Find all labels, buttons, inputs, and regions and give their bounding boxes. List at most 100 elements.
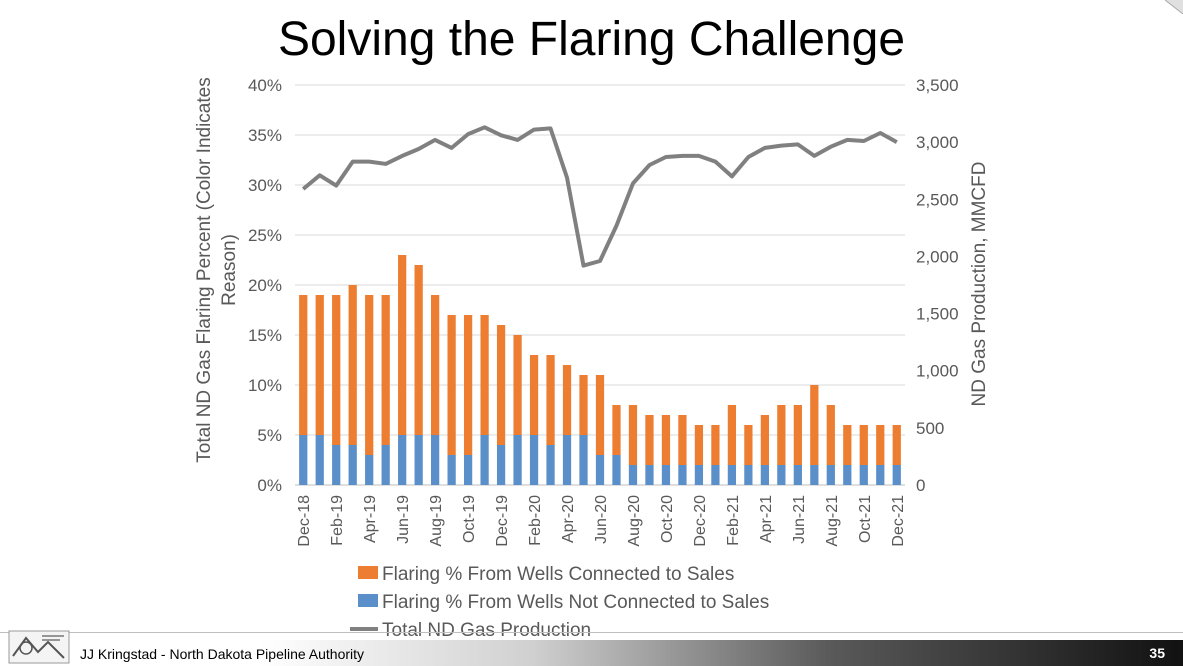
legend: Flaring % From Wells Connected to Sales F… [350,564,769,640]
footer-divider [0,632,1183,633]
chart: 0% 5% 10% 15% 20% 25% 30% 35% 40% 0 500 1,000 1,500… [194,76,990,640]
bar-connected [299,295,308,435]
pipeline-authority-logo [8,630,70,664]
bar-not-connected [859,465,868,485]
y-tick-left: 0% [257,476,282,495]
bar-not-connected [595,455,605,485]
y-tick-right: 3,500 [916,76,959,95]
bar-connected [348,285,357,445]
bar-not-connected [843,465,852,485]
y-tick-left: 10% [248,376,282,395]
bar-connected [843,425,852,465]
bar-connected [546,355,555,445]
bar-connected [447,315,456,455]
bar-connected [332,295,341,445]
legend-label: Flaring % From Wells Not Connected to Sa… [382,592,769,613]
x-tick-label: Apr-19 [362,495,379,543]
bar-connected [480,315,489,435]
x-tick-label: Dec-19 [494,495,511,547]
bar-connected [513,335,522,435]
x-tick-label: Aug-20 [626,495,643,547]
bar-connected [562,365,572,435]
x-tick-label: Dec-21 [890,495,907,547]
y-tick-right: 500 [916,419,944,438]
right-axis-ticks: 0 500 1,000 1,500 2,000 2,500 3,000 3,500 [916,76,959,495]
y-axis-label-left-line2: Reason) [219,234,240,306]
bar-connected [711,425,720,465]
bar-not-connected [876,465,885,485]
bar-connected [645,415,654,465]
y-tick-right: 3,000 [916,133,959,152]
bar-connected [381,295,390,445]
x-tick-label: Apr-21 [758,495,775,543]
bar-connected [793,405,802,465]
bar-not-connected [612,455,621,485]
bar-connected [892,425,901,465]
x-tick-label: Dec-20 [692,495,709,547]
bar-connected [398,255,407,435]
bar-connected [496,325,506,445]
bar-connected [876,425,885,465]
left-axis-ticks: 0% 5% 10% 15% 20% 25% 30% 35% 40% [248,76,282,495]
y-tick-right: 1,000 [916,362,959,381]
bar-connected [414,265,423,435]
slide-number: 35 [1149,645,1165,661]
legend-label: Flaring % From Wells Connected to Sales [382,564,734,585]
y-tick-right: 2,000 [916,247,959,266]
bar-not-connected [645,465,654,485]
y-tick-left: 40% [248,76,282,95]
bar-connected [678,415,687,465]
legend-swatch [358,566,378,579]
x-tick-label: Oct-21 [857,495,874,543]
bar-not-connected [661,465,671,485]
bar-not-connected [711,465,720,485]
bar-not-connected [826,465,835,485]
x-tick-label: Aug-21 [824,495,841,547]
bar-not-connected [892,465,901,485]
y-tick-left: 5% [257,426,282,445]
bar-connected [760,415,769,465]
bar-connected [365,295,374,455]
bar-connected [579,375,588,435]
bar-not-connected [332,445,341,485]
bar-not-connected [299,435,308,485]
y-tick-right: 1,500 [916,305,959,324]
y-tick-left: 30% [248,176,282,195]
bar-connected [612,405,621,455]
bar-not-connected [562,435,572,485]
y-tick-left: 15% [248,326,282,345]
x-tick-label: Feb-19 [329,495,346,546]
bar-not-connected [777,465,786,485]
bar-connected [463,315,473,455]
y-axis-label-right: ND Gas Production, MMCFD [969,162,990,407]
bar-connected [595,375,605,455]
x-tick-label: Apr-20 [560,495,577,543]
y-axis-label-left-line1: Total ND Gas Flaring Percent (Color Indi… [194,77,215,462]
bar-not-connected [447,455,456,485]
bar-not-connected [727,465,737,485]
bar-not-connected [810,465,819,485]
footer-presenter: JJ Kringstad - North Dakota Pipeline Aut… [80,646,365,662]
bar-connected [315,295,324,435]
bar-not-connected [315,435,324,485]
bar-not-connected [348,445,357,485]
slide-title: Solving the Flaring Challenge [277,13,906,66]
x-tick-label: Jun-21 [791,495,808,544]
x-axis-ticks: Dec-18 Feb-19 Apr-19 Jun-19 Aug-19 Oct-19 Dec-… [296,495,907,547]
bar-not-connected [513,435,522,485]
bar-not-connected [793,465,802,485]
bars [299,255,901,485]
bar-not-connected [579,435,588,485]
bar-not-connected [480,435,489,485]
x-tick-label: Jun-19 [395,495,412,544]
bar-connected [810,385,819,465]
production-line [301,125,898,268]
bar-connected [727,405,737,465]
corner-fold-icon [1165,0,1183,14]
bar-not-connected [381,445,390,485]
bar-not-connected [744,465,753,485]
bar-connected [661,415,671,465]
y-tick-left: 35% [248,126,282,145]
x-tick-label: Aug-19 [428,495,445,547]
